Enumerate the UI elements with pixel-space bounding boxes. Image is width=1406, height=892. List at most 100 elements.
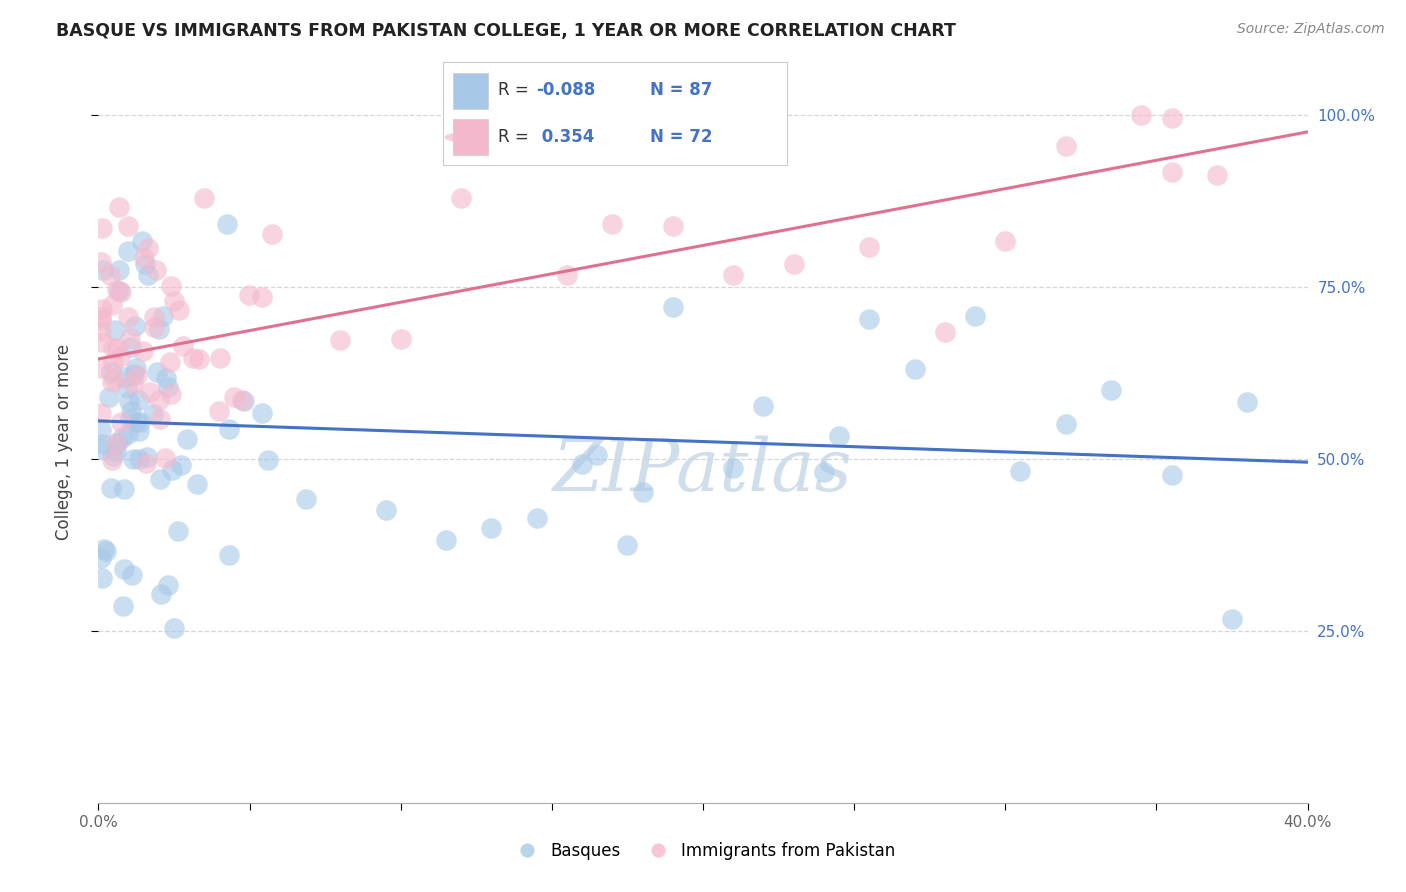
Point	[616, 537, 638, 551]
Point	[96, 544, 118, 558]
Point	[118, 331, 141, 345]
Point	[152, 310, 174, 324]
Point	[142, 319, 165, 334]
Point	[90, 550, 112, 565]
Point	[163, 621, 186, 635]
Point	[121, 567, 143, 582]
Point	[139, 384, 162, 399]
Point	[250, 406, 273, 420]
Point	[661, 219, 683, 234]
Point	[262, 227, 284, 241]
Point	[90, 442, 112, 456]
Point	[149, 586, 172, 600]
Point	[104, 323, 127, 337]
Point	[100, 481, 122, 495]
Point	[160, 387, 183, 401]
Point	[218, 549, 240, 563]
Point	[112, 599, 135, 614]
Point	[631, 485, 654, 500]
Text: N = 87: N = 87	[650, 81, 711, 99]
Point	[111, 431, 134, 445]
Point	[117, 244, 139, 258]
Point	[125, 415, 148, 429]
Point	[105, 436, 128, 450]
Point	[104, 435, 127, 450]
Point	[994, 234, 1017, 248]
Point	[145, 365, 167, 379]
Point	[434, 533, 457, 547]
Point	[101, 449, 124, 463]
Point	[110, 415, 132, 429]
Point	[481, 521, 503, 535]
Point	[125, 361, 148, 376]
Point	[828, 429, 851, 443]
Point	[114, 369, 136, 384]
Point	[389, 332, 412, 346]
Text: ZIPatlas: ZIPatlas	[553, 435, 853, 506]
Point	[858, 240, 880, 254]
Point	[1099, 383, 1122, 397]
Point	[218, 422, 240, 436]
Point	[90, 361, 112, 376]
Point	[450, 191, 472, 205]
Point	[156, 577, 179, 591]
Point	[208, 404, 231, 418]
Point	[163, 293, 186, 308]
Point	[90, 255, 112, 269]
Point	[107, 262, 129, 277]
Point	[965, 310, 987, 324]
Point	[90, 334, 112, 349]
Point	[153, 450, 176, 465]
Point	[98, 390, 121, 404]
Point	[160, 463, 183, 477]
Point	[157, 380, 180, 394]
Point	[90, 406, 112, 420]
Point	[250, 290, 273, 304]
Text: N = 72: N = 72	[650, 128, 711, 146]
Point	[128, 451, 150, 466]
Point	[100, 298, 122, 312]
Text: Source: ZipAtlas.com: Source: ZipAtlas.com	[1237, 22, 1385, 37]
Text: R =: R =	[498, 128, 534, 146]
Point	[555, 268, 578, 282]
Point	[91, 437, 114, 451]
Point	[120, 404, 142, 418]
Point	[602, 217, 624, 231]
Point	[172, 339, 194, 353]
Point	[186, 476, 208, 491]
Point	[91, 262, 114, 277]
Point	[90, 312, 112, 326]
Point	[934, 326, 956, 340]
Point	[90, 324, 112, 338]
Point	[101, 375, 124, 389]
Point	[100, 365, 122, 379]
Point	[176, 432, 198, 446]
Point	[217, 217, 239, 231]
Point	[142, 407, 165, 421]
Point	[118, 412, 141, 426]
Point	[586, 449, 609, 463]
Point	[148, 393, 170, 408]
Point	[98, 268, 121, 282]
Point	[1206, 168, 1229, 182]
Point	[1160, 164, 1182, 178]
Point	[117, 310, 139, 324]
Point	[93, 542, 115, 557]
Point	[187, 352, 209, 367]
Point	[224, 390, 246, 404]
Point	[136, 241, 159, 255]
Point	[120, 340, 142, 354]
Point	[167, 524, 190, 539]
Point	[117, 381, 139, 395]
Point	[723, 461, 745, 475]
Point	[1054, 417, 1077, 432]
Point	[91, 571, 114, 585]
Point	[108, 350, 131, 364]
Point	[121, 376, 143, 391]
Point	[1054, 139, 1077, 153]
Point	[101, 453, 124, 467]
Point	[149, 472, 172, 486]
Text: 0.354: 0.354	[536, 128, 595, 146]
Point	[181, 351, 204, 365]
Point	[238, 288, 260, 302]
